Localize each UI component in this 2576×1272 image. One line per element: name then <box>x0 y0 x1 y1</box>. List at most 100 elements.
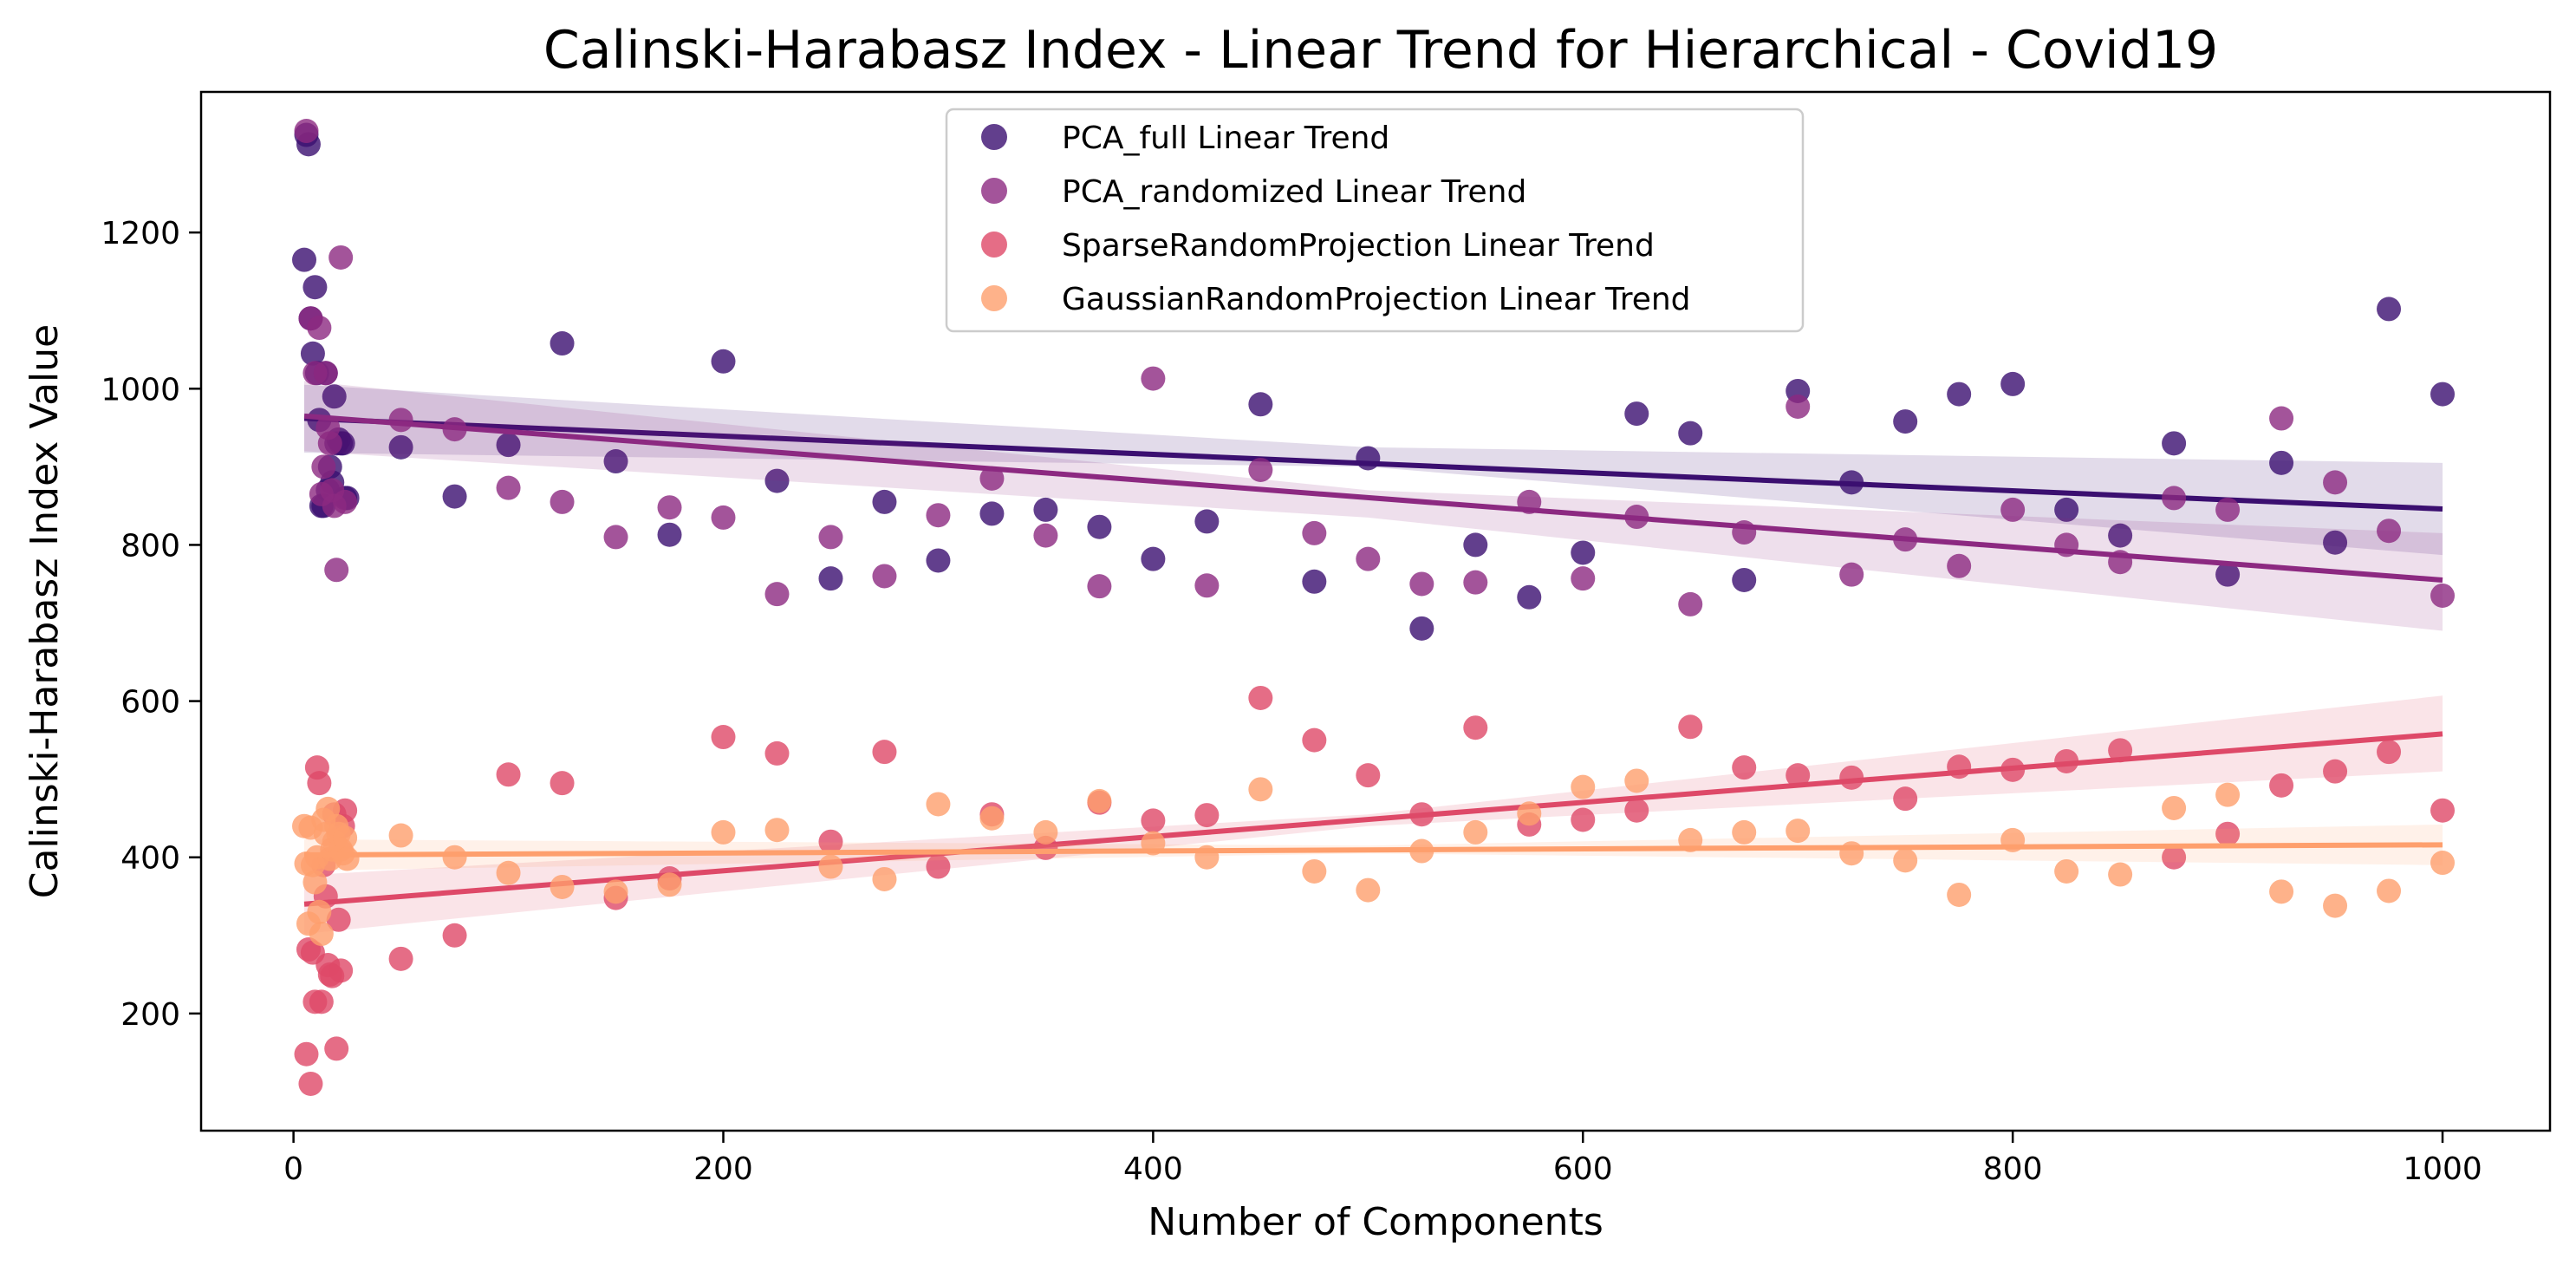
data-point <box>2323 893 2348 918</box>
data-point <box>2215 562 2241 587</box>
data-point <box>2269 773 2294 798</box>
plot-area <box>292 119 2456 1096</box>
data-point <box>329 245 354 270</box>
data-point <box>333 489 358 514</box>
trend-line-2 <box>303 731 2443 907</box>
data-point <box>1248 685 1273 710</box>
data-point <box>1033 819 1058 845</box>
data-point <box>711 819 736 845</box>
data-point <box>302 275 328 300</box>
x-axis-label: Number of Components <box>1148 1200 1603 1244</box>
data-point <box>872 489 897 514</box>
data-point <box>1571 540 1596 565</box>
data-point <box>2162 795 2187 820</box>
data-point <box>326 907 351 932</box>
data-point <box>2000 497 2026 522</box>
data-point <box>309 922 334 947</box>
y-tick-label: 1200 <box>101 216 180 251</box>
data-point <box>550 874 575 899</box>
data-point <box>2377 519 2402 544</box>
data-point <box>550 331 575 356</box>
data-point <box>1356 446 1381 471</box>
data-point <box>313 361 338 386</box>
data-point <box>1033 497 1058 522</box>
data-point <box>335 846 360 871</box>
data-point <box>2162 431 2187 456</box>
confidence-band-0 <box>304 384 2443 556</box>
data-point <box>1624 798 1649 823</box>
data-point <box>388 823 413 848</box>
data-point <box>1248 392 1273 417</box>
data-point <box>496 762 521 787</box>
legend-marker <box>981 178 1007 204</box>
data-point <box>1571 807 1596 832</box>
data-point <box>1248 457 1273 482</box>
data-point <box>1409 571 1434 597</box>
data-point <box>764 468 790 493</box>
data-point <box>926 503 951 528</box>
data-point <box>2377 740 2402 765</box>
data-point <box>926 854 951 879</box>
data-point <box>2162 845 2187 870</box>
data-point <box>603 449 628 474</box>
data-point <box>2430 798 2456 823</box>
data-point <box>1463 570 1488 595</box>
data-point <box>1732 755 1757 780</box>
data-point <box>496 433 521 458</box>
legend: PCA_full Linear Trend PCA_randomized Line… <box>945 108 1805 333</box>
data-point <box>1087 574 1112 599</box>
x-tick-label: 800 <box>1983 1151 2043 1187</box>
data-point <box>872 866 897 891</box>
data-point <box>324 1036 349 1061</box>
data-point <box>2377 878 2402 903</box>
legend-marker <box>981 124 1007 150</box>
trend-line-1 <box>303 413 2443 583</box>
data-point <box>1463 715 1488 740</box>
data-point <box>300 341 325 366</box>
data-point <box>1786 395 1811 420</box>
data-point <box>1571 774 1596 799</box>
data-point <box>1517 801 1542 826</box>
data-point <box>764 582 790 607</box>
data-point <box>711 505 736 530</box>
data-point <box>2430 382 2456 407</box>
data-point <box>333 825 358 851</box>
data-point <box>1356 877 1381 903</box>
data-point <box>2054 748 2079 773</box>
data-point <box>1786 763 1811 788</box>
data-point <box>1839 765 1864 790</box>
data-point <box>1087 788 1112 813</box>
data-point <box>926 792 951 817</box>
data-point <box>550 489 575 514</box>
data-point <box>1463 819 1488 845</box>
data-point <box>2430 583 2456 608</box>
y-tick-label: 400 <box>120 841 180 877</box>
y-tick-label: 1000 <box>101 372 180 408</box>
data-point <box>388 434 413 460</box>
data-point <box>2215 782 2241 807</box>
data-point <box>324 558 349 583</box>
data-point <box>2323 470 2348 495</box>
data-point <box>2215 821 2241 846</box>
data-point <box>307 316 332 341</box>
data-point <box>657 495 682 520</box>
data-point <box>818 829 843 854</box>
legend-label: PCA_full Linear Trend <box>1062 121 1389 156</box>
data-point <box>442 845 467 870</box>
data-point <box>1624 768 1649 793</box>
data-point <box>2108 738 2133 763</box>
plot-frame <box>199 90 2552 1132</box>
data-point <box>442 923 467 948</box>
legend-item: PCA_randomized Linear Trend <box>981 174 1526 210</box>
data-point <box>1839 562 1864 587</box>
data-point <box>1839 841 1864 866</box>
data-point <box>2377 297 2402 322</box>
legend-item: SparseRandomProjection Linear Trend <box>981 228 1655 264</box>
data-point <box>1571 566 1596 591</box>
data-point <box>711 349 736 374</box>
x-axis: 0 200 400 600 800 1000 <box>283 1131 2482 1187</box>
data-point <box>1356 763 1381 788</box>
data-point <box>1893 786 1918 812</box>
data-point <box>2215 497 2241 522</box>
data-point <box>1248 777 1273 802</box>
